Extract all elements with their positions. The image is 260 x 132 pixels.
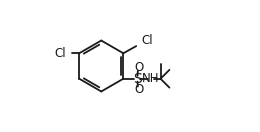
Text: S: S: [133, 72, 141, 86]
Text: Cl: Cl: [55, 47, 66, 60]
Text: O: O: [134, 61, 143, 74]
Text: Cl: Cl: [141, 34, 153, 47]
Text: NH: NH: [142, 72, 159, 85]
Text: O: O: [134, 83, 143, 96]
